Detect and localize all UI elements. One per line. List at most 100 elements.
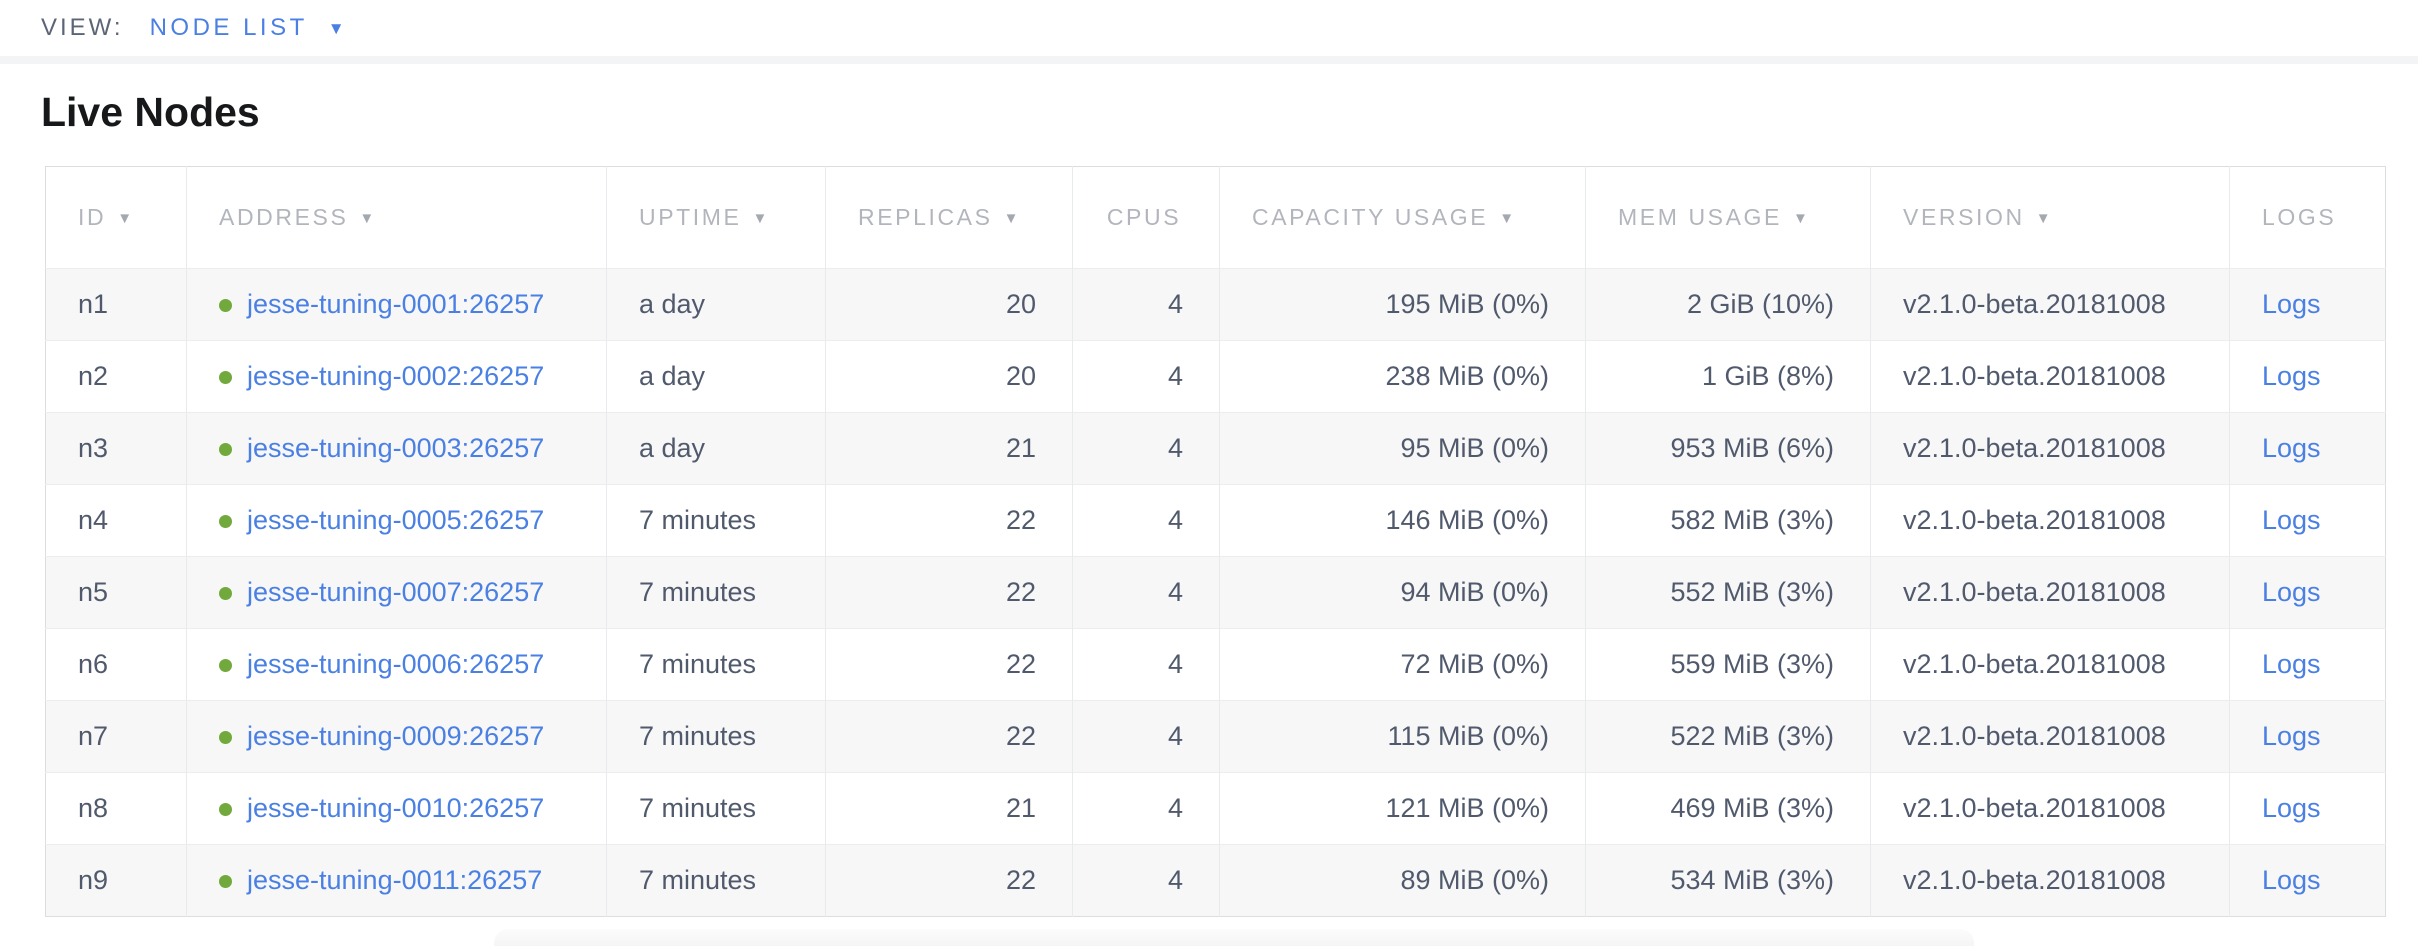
node-logs-link[interactable]: Logs	[2262, 505, 2321, 535]
node-address-link[interactable]: jesse-tuning-0005:26257	[247, 505, 545, 535]
table-header-row: ID ▼ ADDRESS ▼ UPTIME ▼ REPLICAS ▼ CPUS CAPACITY …	[45, 166, 2386, 269]
node-address-link[interactable]: jesse-tuning-0009:26257	[247, 721, 545, 751]
column-label-replicas: REPLICAS	[858, 204, 993, 230]
view-selector-dropdown[interactable]: NODE LIST ▼	[150, 14, 345, 42]
cell-uptime: a day	[606, 412, 826, 485]
cell-logs: Logs	[2229, 556, 2386, 629]
column-header-mem_usage[interactable]: MEM USAGE ▼	[1585, 166, 1871, 269]
cell-replicas: 22	[825, 700, 1073, 773]
sort-desc-icon: ▼	[359, 210, 377, 227]
cell-capacity_usage: 89 MiB (0%)	[1219, 844, 1586, 917]
node-address-link[interactable]: jesse-tuning-0010:26257	[247, 793, 545, 823]
cell-replicas: 21	[825, 772, 1073, 845]
node-logs-link[interactable]: Logs	[2262, 649, 2321, 679]
cell-address: jesse-tuning-0002:26257	[186, 340, 607, 413]
node-address-link[interactable]: jesse-tuning-0006:26257	[247, 649, 545, 679]
cell-mem_usage: 559 MiB (3%)	[1585, 628, 1871, 701]
column-header-id[interactable]: ID ▼	[45, 166, 187, 269]
cell-logs: Logs	[2229, 700, 2386, 773]
node-logs-link[interactable]: Logs	[2262, 721, 2321, 751]
cell-capacity_usage: 238 MiB (0%)	[1219, 340, 1586, 413]
node-live-icon	[219, 443, 232, 457]
column-label-version: VERSION	[1903, 204, 2025, 230]
column-label-id: ID	[78, 204, 107, 230]
column-label-capacity_usage: CAPACITY USAGE	[1252, 204, 1489, 230]
cell-mem_usage: 534 MiB (3%)	[1585, 844, 1871, 917]
node-row-n6: n6 jesse-tuning-0006:26257 7 minutes 22 4 72 …	[45, 628, 2386, 701]
node-logs-link[interactable]: Logs	[2262, 289, 2321, 319]
column-label-logs: LOGS	[2262, 204, 2337, 230]
cell-logs: Logs	[2229, 484, 2386, 557]
cell-address: jesse-tuning-0010:26257	[186, 772, 607, 845]
cell-version: v2.1.0-beta.20181008	[1870, 700, 2230, 773]
node-row-n4: n4 jesse-tuning-0005:26257 7 minutes 22 4 146…	[45, 484, 2386, 557]
node-row-n7: n7 jesse-tuning-0009:26257 7 minutes 22 4 115…	[45, 700, 2386, 773]
cell-id: n5	[78, 577, 109, 607]
cell-address: jesse-tuning-0005:26257	[186, 484, 607, 557]
column-header-version[interactable]: VERSION ▼	[1870, 166, 2230, 269]
cell-id: n8	[78, 793, 109, 823]
cell-version: v2.1.0-beta.20181008	[1870, 772, 2230, 845]
cell-cpus: 4	[1072, 556, 1220, 629]
node-logs-link[interactable]: Logs	[2262, 865, 2321, 895]
node-address-link[interactable]: jesse-tuning-0001:26257	[247, 289, 545, 319]
column-label-mem_usage: MEM USAGE	[1618, 204, 1782, 230]
cell-uptime: a day	[606, 268, 826, 341]
cell-replicas: 22	[825, 628, 1073, 701]
cell-id: n6	[78, 649, 109, 679]
cell-address: jesse-tuning-0006:26257	[186, 628, 607, 701]
node-row-n5: n5 jesse-tuning-0007:26257 7 minutes 22 4 94 …	[45, 556, 2386, 629]
node-address-link[interactable]: jesse-tuning-0002:26257	[247, 361, 545, 391]
column-header-replicas[interactable]: REPLICAS ▼	[825, 166, 1073, 269]
node-live-icon	[219, 803, 232, 817]
cell-capacity_usage: 121 MiB (0%)	[1219, 772, 1586, 845]
node-address-link[interactable]: jesse-tuning-0003:26257	[247, 433, 545, 463]
cell-logs: Logs	[2229, 628, 2386, 701]
cell-version: v2.1.0-beta.20181008	[1870, 268, 2230, 341]
cell-address: jesse-tuning-0003:26257	[186, 412, 607, 485]
cell-cpus: 4	[1072, 844, 1220, 917]
lower-panel-edge	[494, 929, 1974, 946]
cell-replicas: 20	[825, 268, 1073, 341]
cell-address: jesse-tuning-0009:26257	[186, 700, 607, 773]
node-logs-link[interactable]: Logs	[2262, 793, 2321, 823]
cell-cpus: 4	[1072, 628, 1220, 701]
cell-replicas: 22	[825, 484, 1073, 557]
column-header-capacity_usage[interactable]: CAPACITY USAGE ▼	[1219, 166, 1586, 269]
node-logs-link[interactable]: Logs	[2262, 577, 2321, 607]
column-header-cpus: CPUS	[1072, 166, 1220, 269]
node-logs-link[interactable]: Logs	[2262, 433, 2321, 463]
cell-capacity_usage: 195 MiB (0%)	[1219, 268, 1586, 341]
cell-address: jesse-tuning-0007:26257	[186, 556, 607, 629]
cell-address: jesse-tuning-0001:26257	[186, 268, 607, 341]
node-live-icon	[219, 659, 232, 673]
node-live-icon	[219, 587, 232, 601]
view-bar: VIEW: NODE LIST ▼	[0, 0, 2418, 56]
cell-id: n1	[78, 289, 109, 319]
node-logs-link[interactable]: Logs	[2262, 361, 2321, 391]
header-divider	[0, 56, 2418, 64]
sort-desc-icon: ▼	[1792, 210, 1811, 227]
cell-id: n9	[78, 865, 109, 895]
cell-uptime: 7 minutes	[606, 700, 826, 773]
cell-uptime: 7 minutes	[606, 556, 826, 629]
column-header-address[interactable]: ADDRESS ▼	[186, 166, 607, 269]
cell-id: n7	[78, 721, 109, 751]
node-address-link[interactable]: jesse-tuning-0011:26257	[247, 865, 543, 895]
sort-desc-icon: ▼	[2035, 210, 2054, 227]
column-label-address: ADDRESS	[219, 204, 349, 230]
cell-capacity_usage: 94 MiB (0%)	[1219, 556, 1586, 629]
node-address-link[interactable]: jesse-tuning-0007:26257	[247, 577, 545, 607]
cell-logs: Logs	[2229, 268, 2386, 341]
cell-mem_usage: 2 GiB (10%)	[1585, 268, 1871, 341]
column-label-cpus: CPUS	[1106, 204, 1182, 230]
cell-id: n2	[78, 361, 109, 391]
cell-cpus: 4	[1072, 700, 1220, 773]
cell-version: v2.1.0-beta.20181008	[1870, 412, 2230, 485]
node-live-icon	[219, 731, 232, 745]
column-header-uptime[interactable]: UPTIME ▼	[606, 166, 826, 269]
node-live-icon	[219, 371, 232, 385]
cell-logs: Logs	[2229, 844, 2386, 917]
cell-cpus: 4	[1072, 412, 1220, 485]
column-label-uptime: UPTIME	[639, 204, 742, 230]
